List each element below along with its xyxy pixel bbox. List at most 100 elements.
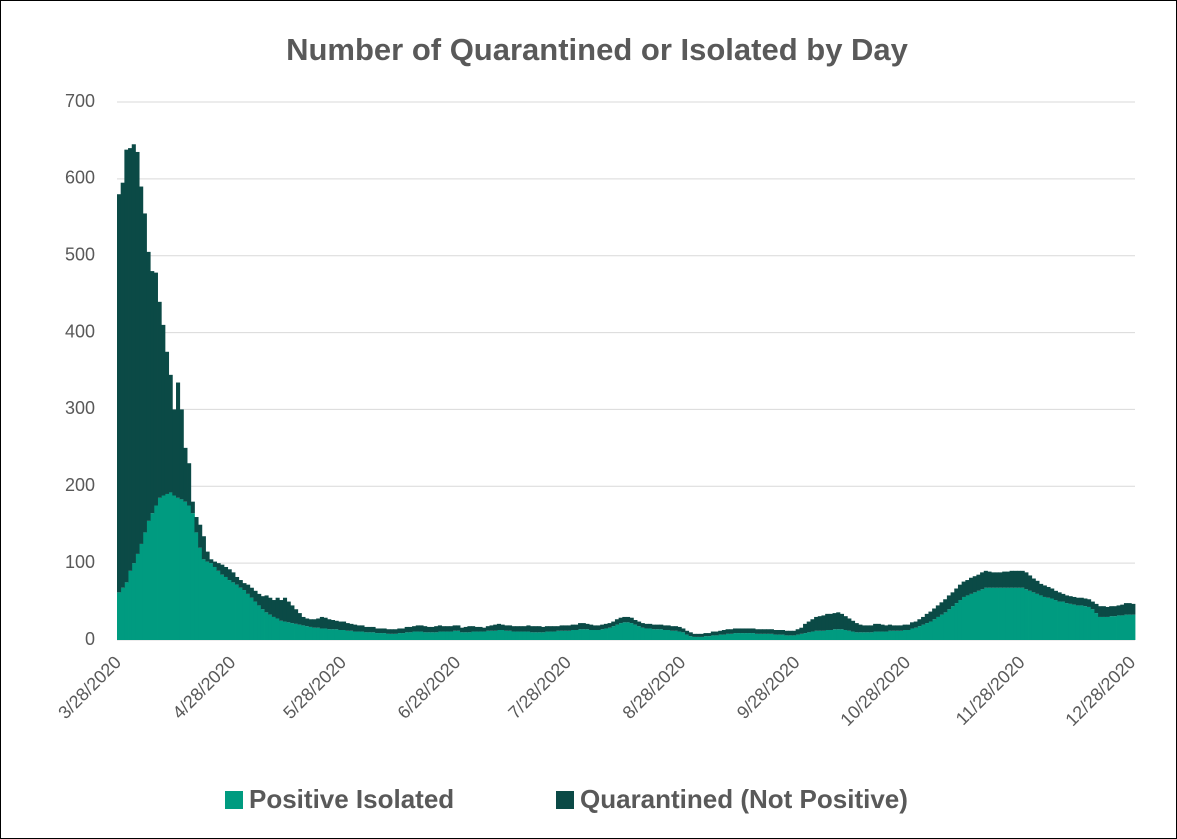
bar-segment (666, 625, 671, 631)
bar-segment (603, 623, 608, 629)
bar-segment (194, 532, 199, 640)
bar-segment (205, 551, 210, 562)
bar-segment (906, 624, 911, 631)
bar-segment (928, 621, 933, 640)
bar-segment (777, 634, 782, 640)
bar-segment (1094, 613, 1099, 640)
bar-segment (895, 630, 900, 640)
bar-segment (769, 633, 774, 640)
bar-segment (1090, 601, 1095, 610)
bar-segment (1120, 615, 1125, 640)
bar-segment (504, 625, 509, 631)
bar-segment (290, 605, 295, 624)
bar-segment (260, 596, 265, 610)
bar-segment (880, 624, 885, 632)
bar-segment (216, 570, 221, 640)
bar-segment (294, 609, 299, 624)
bar-segment (854, 623, 859, 633)
bar-segment (950, 606, 955, 640)
bar-segment (238, 587, 243, 640)
bar-segment (227, 569, 232, 581)
bar-segment (364, 632, 369, 640)
bar-segment (1005, 587, 1010, 640)
bar-segment (330, 620, 336, 630)
bar-segment (541, 632, 546, 640)
bar-segment (858, 624, 863, 633)
bar-segment (566, 625, 572, 631)
bar-segment (780, 634, 786, 640)
bar-segment (1075, 597, 1081, 606)
bar-segment (338, 630, 343, 640)
bar-segment (574, 624, 579, 631)
bar-segment (220, 574, 225, 640)
bar-segment (662, 630, 667, 640)
bar-segment (932, 619, 937, 640)
bar-segment (205, 561, 210, 640)
bar-segment (131, 144, 136, 564)
bar-segment (478, 631, 483, 640)
bar-segment (666, 630, 671, 640)
bar-segment (382, 633, 387, 640)
bar-segment (1098, 606, 1103, 617)
bar-segment (758, 629, 763, 634)
bar-segment (187, 505, 192, 640)
bar-segment (714, 635, 719, 640)
bar-segment (282, 621, 288, 640)
bar-segment (290, 623, 295, 640)
bar-segment (865, 625, 870, 633)
bar-segment (721, 634, 726, 640)
y-tick-label: 600 (65, 168, 95, 188)
bar-segment (124, 149, 129, 583)
bar-segment (596, 630, 601, 640)
bar-segment (614, 624, 620, 640)
bar-segment (898, 630, 904, 640)
bar-segment (216, 563, 221, 571)
bar-segment (316, 618, 321, 628)
bar-segment (1005, 571, 1010, 588)
bar-segment (991, 587, 996, 640)
bar-segment (430, 632, 435, 640)
bar-segment (489, 625, 494, 631)
bar-segment (500, 624, 505, 631)
bar-segment (415, 625, 420, 632)
bar-segment (1072, 604, 1077, 640)
bar-segment (729, 629, 734, 634)
bar-segment (327, 629, 332, 640)
bar-segment (371, 626, 376, 633)
bar-segment (463, 632, 468, 640)
bar-segment (1079, 597, 1084, 606)
bar-segment (157, 497, 162, 640)
bar-segment (1057, 592, 1062, 602)
bar-segment (364, 626, 369, 633)
bar-segment (482, 627, 487, 632)
bar-segment (721, 630, 726, 635)
bar-segment (839, 629, 845, 640)
bar-segment (519, 626, 524, 632)
bar-segment (235, 584, 240, 640)
bar-segment (128, 148, 133, 571)
bar-segment (397, 633, 402, 640)
bar-segment (139, 543, 144, 640)
legend-label: Quarantined (Not Positive) (580, 784, 908, 814)
bar-segment (589, 630, 594, 640)
bar-segment (1016, 587, 1022, 640)
bar-segment (629, 617, 634, 624)
bar-segment (548, 626, 553, 632)
bar-segment (921, 624, 926, 640)
bar-segment (282, 597, 288, 622)
bar-segment (570, 624, 575, 631)
bar-segment (164, 351, 170, 494)
bar-segment (780, 630, 786, 635)
bar-segment (876, 631, 881, 640)
bar-segment (168, 374, 173, 493)
bar-segment (386, 629, 391, 634)
bar-segment (622, 616, 627, 623)
bar-segment (670, 630, 675, 640)
bar-segment (238, 580, 243, 588)
bar-segment (323, 617, 328, 629)
bar-segment (308, 619, 313, 627)
bar-segment (183, 447, 188, 502)
bar-segment (445, 631, 450, 640)
bar-segment (1053, 600, 1058, 640)
bar-segment (471, 631, 476, 640)
